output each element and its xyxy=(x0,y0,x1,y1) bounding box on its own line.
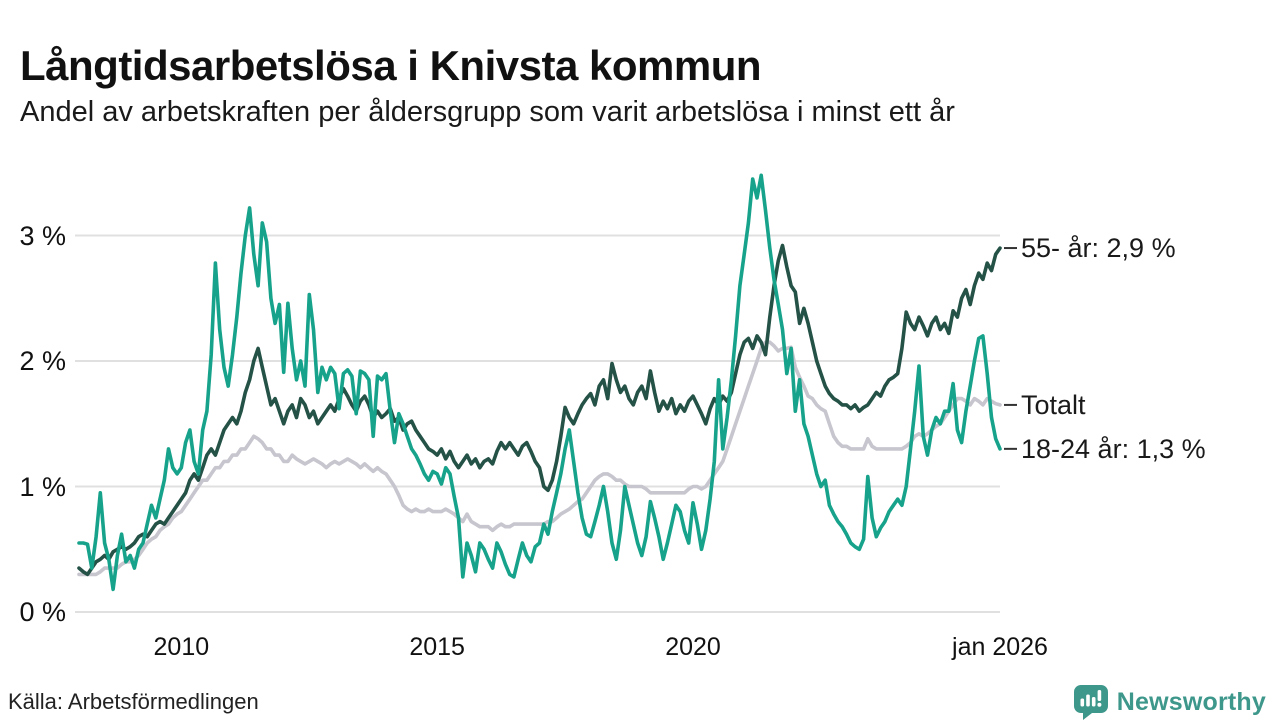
x-axis-tick-label: 2010 xyxy=(153,633,210,661)
bar-chart-speech-bubble-icon xyxy=(1073,685,1108,720)
x-axis-tick-label: jan 2026 xyxy=(952,633,1048,661)
y-axis-tick-label: 0 % xyxy=(19,597,66,627)
series-line-18-24-r xyxy=(77,173,1002,592)
series-end-label-18-24-r: 18-24 år: 1,3 % xyxy=(1021,433,1206,464)
page-subtitle: Andel av arbetskraften per åldersgrupp s… xyxy=(20,96,955,128)
y-axis-tick-label: 1 % xyxy=(19,471,66,502)
series-end-label-55-r: 55- år: 2,9 % xyxy=(1021,233,1176,264)
x-axis-tick-label: 2015 xyxy=(409,633,465,661)
y-axis-tick-label: 2 % xyxy=(19,346,66,376)
series-line-55-r xyxy=(77,243,1002,577)
series-end-label-totalt: Totalt xyxy=(1021,389,1086,420)
newsworthy-logo: Newsworthy xyxy=(1073,684,1266,720)
newsworthy-logo-text: Newsworthy xyxy=(1116,687,1266,716)
page-title: Långtidsarbetslösa i Knivsta kommun xyxy=(20,42,762,90)
series-line-totalt xyxy=(77,340,1002,577)
y-axis-tick-label: 3 % xyxy=(19,220,66,251)
source-note: Källa: Arbetsförmedlingen xyxy=(8,689,259,714)
x-axis-tick-label: 2020 xyxy=(665,633,721,661)
